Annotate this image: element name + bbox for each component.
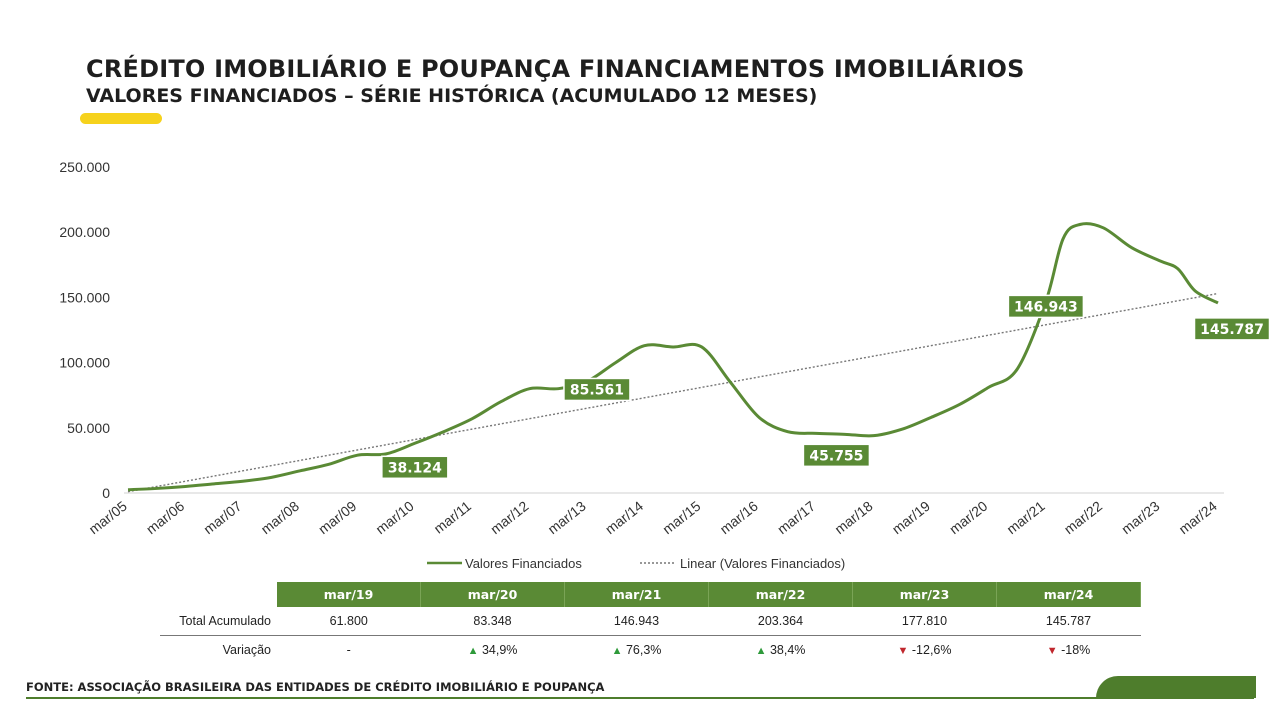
- data-label: 146.943: [1014, 299, 1078, 315]
- x-tick-label: mar/05: [86, 498, 130, 538]
- table-header-row: mar/19 mar/20 mar/21 mar/22 mar/23 mar/2…: [160, 582, 1141, 607]
- y-tick-label: 0: [102, 485, 110, 501]
- x-tick-label: mar/24: [1176, 498, 1220, 538]
- down-arrow-icon: ▼: [1046, 645, 1058, 657]
- line-chart: 0 50.000 100.000 150.000 200.000 250.000 mar/0…: [59, 159, 1271, 571]
- down-arrow-icon: ▼: [897, 645, 909, 657]
- x-tick-label: mar/23: [1118, 498, 1162, 538]
- data-label: 145.787: [1200, 322, 1264, 338]
- series-trend-line: [127, 292, 1219, 493]
- data-label-box: [1193, 317, 1271, 341]
- x-tick-label: mar/12: [487, 498, 531, 538]
- x-tick-label: mar/16: [717, 498, 761, 538]
- table-header-cell: mar/21: [564, 582, 709, 607]
- page-title: CRÉDITO IMOBILIÁRIO E POUPANÇA FINANCIAM…: [86, 55, 1025, 83]
- data-label-box: [381, 455, 449, 480]
- variation-value: 76,3%: [625, 643, 662, 657]
- variation-value: -12,6%: [911, 643, 952, 657]
- table-header-cell: mar/20: [420, 582, 565, 607]
- table-header-cell: mar/24: [996, 582, 1141, 607]
- variation-value: -18%: [1061, 643, 1091, 657]
- x-tick-label: mar/10: [372, 498, 416, 538]
- table-header-cell: mar/23: [852, 582, 997, 607]
- title-block: CRÉDITO IMOBILIÁRIO E POUPANÇA FINANCIAM…: [86, 55, 1025, 107]
- table-cell: 203.364: [708, 607, 853, 636]
- table-cell: 145.787: [996, 607, 1141, 636]
- data-label-tag: 85.561: [563, 377, 631, 402]
- x-tick-label: mar/13: [545, 498, 589, 538]
- up-arrow-icon: ▲: [611, 645, 623, 657]
- data-label-tag: 45.755: [802, 443, 871, 468]
- variation-value: 38,4%: [769, 643, 806, 657]
- data-label-box: [563, 377, 631, 402]
- x-tick-label: mar/07: [200, 498, 244, 538]
- x-tick-label: mar/18: [831, 498, 875, 538]
- table-cell: ▲ 34,9%: [421, 636, 565, 665]
- x-tick-label: mar/14: [602, 498, 646, 538]
- table-cell: ▲ 76,3%: [565, 636, 709, 665]
- accent-bar: [80, 113, 162, 124]
- up-arrow-icon: ▲: [467, 645, 479, 657]
- up-arrow-icon: ▲: [755, 645, 767, 657]
- y-tick-label: 200.000: [59, 224, 110, 240]
- x-tick-label: mar/09: [315, 498, 359, 538]
- data-label: 38.124: [388, 460, 442, 476]
- x-tick-label: mar/21: [1004, 498, 1048, 538]
- table-cell: ▼ -18%: [997, 636, 1141, 665]
- data-label: 85.561: [570, 382, 624, 398]
- table-cell: ▲ 38,4%: [709, 636, 853, 665]
- table-cell: 177.810: [852, 607, 997, 636]
- table-cell: 83.348: [420, 607, 565, 636]
- table-header-cell: mar/19: [277, 582, 421, 607]
- x-tick-label: mar/22: [1061, 498, 1105, 538]
- data-label: 45.755: [809, 448, 863, 464]
- y-tick-label: 50.000: [67, 420, 110, 436]
- legend-label-trend: Linear (Valores Financiados): [680, 556, 845, 571]
- x-tick-label: mar/19: [889, 498, 933, 538]
- data-label-box: [1007, 294, 1085, 319]
- data-label-box: [802, 443, 871, 468]
- x-tick-label: mar/17: [774, 498, 818, 538]
- x-tick-label: mar/15: [659, 498, 703, 538]
- summary-table: mar/19 mar/20 mar/21 mar/22 mar/23 mar/2…: [160, 582, 1141, 664]
- table-row-variation: Variação - ▲ 34,9% ▲ 76,3% ▲ 38,4% ▼ -12…: [160, 636, 1141, 665]
- y-tick-label: 150.000: [59, 289, 110, 305]
- table-cell: 146.943: [564, 607, 709, 636]
- row-label-variation: Variação: [222, 643, 271, 657]
- table-cell: -: [346, 643, 351, 657]
- x-tick-label: mar/20: [946, 498, 990, 538]
- table-cell: 61.800: [277, 607, 421, 636]
- page-subtitle: VALORES FINANCIADOS – SÉRIE HISTÓRICA (A…: [86, 85, 818, 107]
- table-row-total: Total Acumulado 61.800 83.348 146.943 20…: [160, 607, 1141, 636]
- x-tick-label: mar/06: [143, 498, 187, 538]
- y-tick-label: 100.000: [59, 355, 110, 371]
- table-header-cell: mar/22: [708, 582, 853, 607]
- x-tick-label: mar/08: [258, 498, 302, 538]
- footer-decoration: [1096, 676, 1256, 698]
- table-cell: ▼ -12,6%: [853, 636, 997, 665]
- series-line-valores-financiados: [127, 222, 1219, 492]
- data-label-tag: 146.943: [1007, 294, 1085, 319]
- variation-value: 34,9%: [481, 643, 518, 657]
- legend-label-series: Valores Financiados: [465, 556, 582, 571]
- x-tick-label: mar/11: [431, 498, 475, 537]
- row-label-total: Total Acumulado: [160, 607, 277, 636]
- footer-divider: [26, 697, 1254, 699]
- y-tick-label: 250.000: [59, 159, 110, 175]
- data-label-tag: 38.124: [381, 455, 449, 480]
- table-header-blank: [160, 582, 277, 607]
- data-label-tag: 145.787: [1193, 317, 1271, 341]
- source-note: FONTE: ASSOCIAÇÃO BRASILEIRA DAS ENTIDAD…: [26, 680, 605, 694]
